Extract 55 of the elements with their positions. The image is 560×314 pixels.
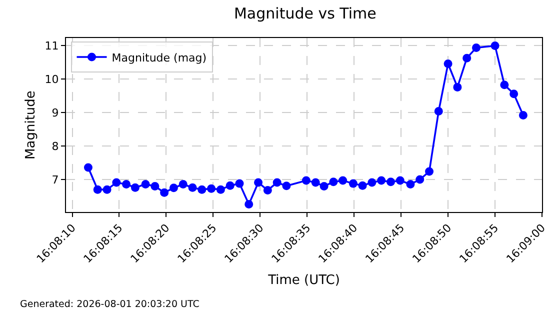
- point: [178, 180, 188, 188]
- point: [406, 180, 415, 188]
- point: [169, 184, 178, 192]
- point: [188, 183, 197, 192]
- point: [216, 185, 225, 194]
- point: [235, 179, 244, 188]
- y-tick-label: 8: [52, 140, 59, 153]
- point: [160, 188, 169, 197]
- point: [377, 176, 386, 185]
- point: [518, 111, 528, 120]
- point: [302, 176, 310, 185]
- point: [122, 180, 131, 188]
- point: [453, 82, 462, 92]
- point: [263, 186, 272, 194]
- point: [444, 60, 452, 68]
- point: [102, 185, 112, 194]
- point: [490, 41, 500, 50]
- point: [358, 181, 367, 190]
- point: [112, 178, 121, 187]
- point: [416, 175, 424, 184]
- legend-label: Magnitude (mag): [112, 51, 207, 64]
- point: [150, 182, 160, 190]
- point: [93, 185, 102, 194]
- point: [141, 180, 150, 188]
- point: [207, 184, 216, 193]
- text: Generated: 2026-08-01 20:03:20 UTC: [20, 299, 200, 310]
- x-axis-title: Time (UTC): [267, 273, 340, 288]
- point: [282, 182, 291, 190]
- point: [244, 200, 254, 209]
- y-axis-title: Magnitude: [24, 90, 39, 160]
- point: [329, 178, 338, 186]
- point: [462, 54, 472, 62]
- point: [510, 90, 518, 98]
- point: [198, 185, 206, 194]
- point: [472, 43, 480, 52]
- chart-title: Magnitude vs Time: [234, 4, 376, 22]
- point: [338, 176, 348, 185]
- y-tick-label: 9: [52, 106, 59, 120]
- point: [272, 178, 282, 187]
- point: [386, 178, 395, 186]
- point: [226, 181, 234, 190]
- point: [84, 163, 92, 172]
- point: [434, 107, 443, 116]
- y-tick-label: 10: [44, 73, 59, 86]
- point: [368, 178, 376, 187]
- point: [425, 167, 434, 176]
- point: [254, 178, 263, 187]
- point: [130, 183, 140, 192]
- point: [396, 176, 404, 185]
- y-tick-label: 11: [44, 40, 59, 53]
- point: [348, 179, 358, 188]
- y-tick-label: 7: [52, 173, 59, 186]
- point: [500, 80, 509, 90]
- point: [320, 182, 328, 190]
- point: [311, 178, 320, 187]
